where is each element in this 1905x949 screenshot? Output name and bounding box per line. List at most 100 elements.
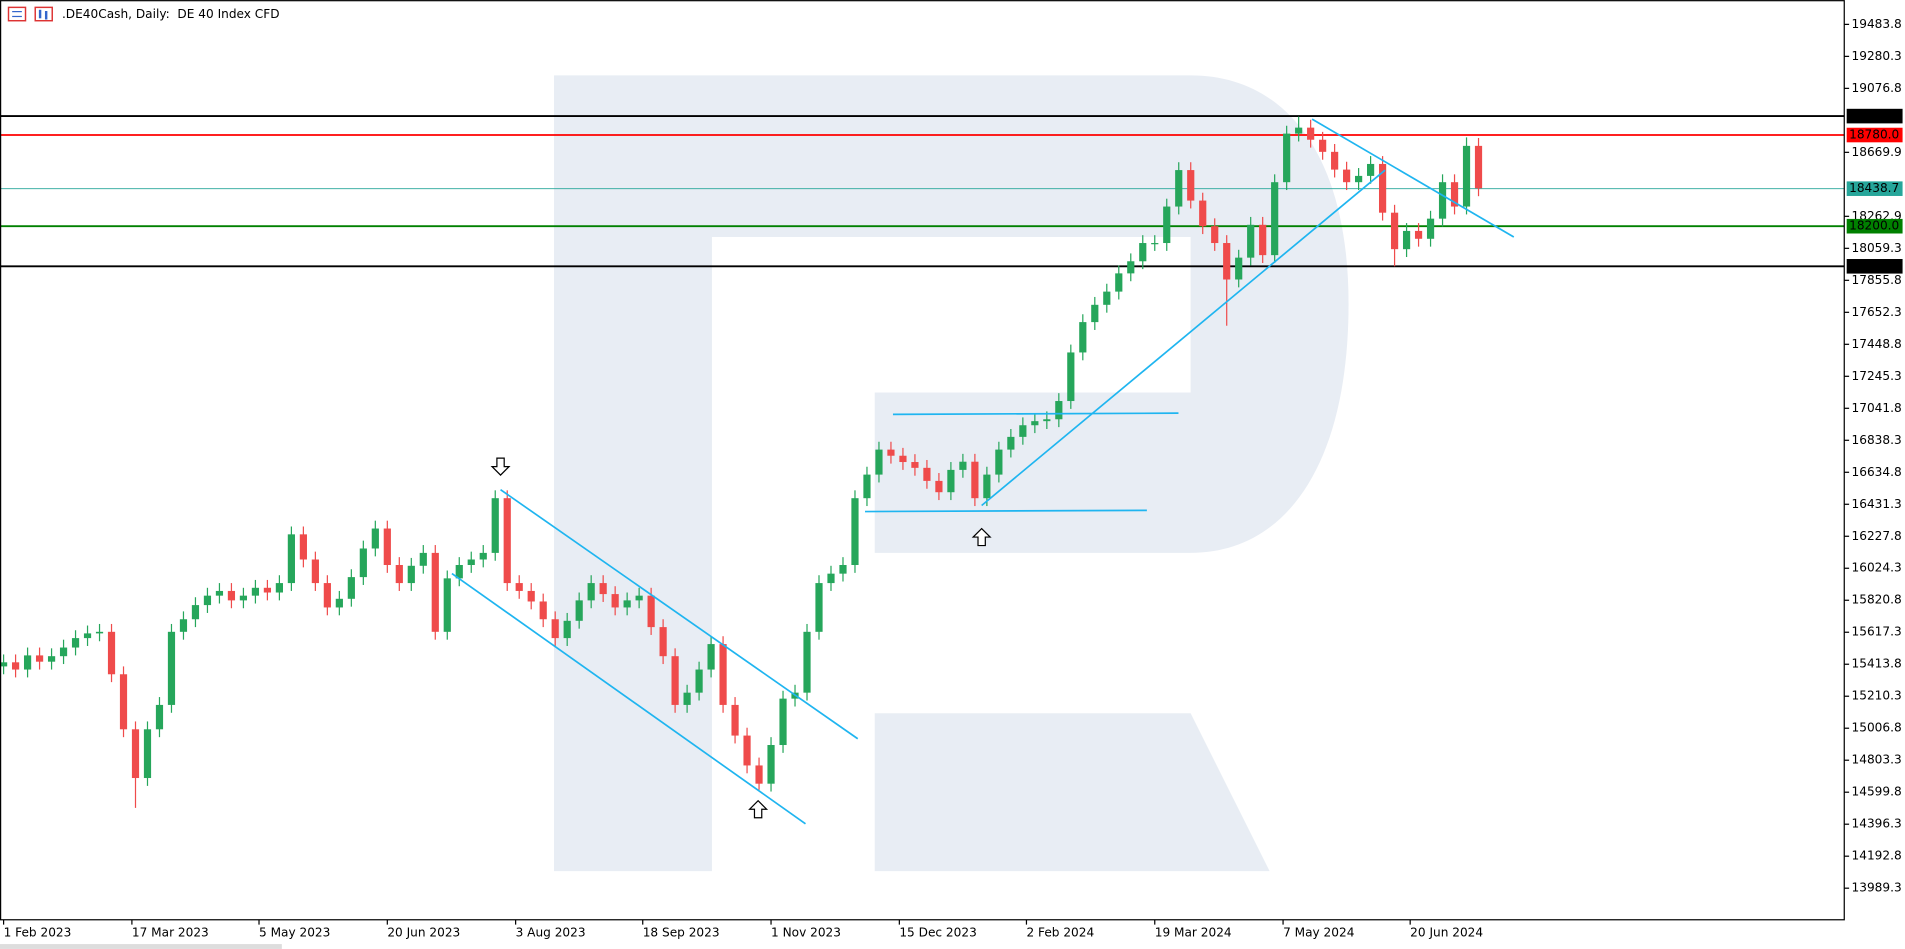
candle-body: [1307, 127, 1315, 140]
candle-body: [563, 620, 571, 639]
candle-body: [515, 583, 523, 591]
candle-body: [599, 583, 607, 595]
candle-body: [419, 552, 427, 566]
candles-layer: [0, 116, 1483, 808]
x-tick-label: 20 Jun 2024: [1410, 926, 1483, 940]
candle-body: [1067, 352, 1075, 402]
candle-body: [875, 449, 883, 475]
y-tick-label: 17041.8: [1852, 401, 1902, 415]
candle-body: [815, 583, 823, 632]
candle-body: [155, 704, 164, 730]
candle-body: [1019, 425, 1027, 437]
candle-body: [1414, 230, 1423, 239]
candle-body: [119, 674, 128, 730]
y-tick-label: 14803.3: [1852, 753, 1902, 767]
candle-body: [371, 528, 379, 549]
candle-body: [323, 583, 331, 608]
y-tick-label: 19076.8: [1852, 81, 1902, 95]
candle-body: [1378, 163, 1387, 213]
y-tick-label: 16024.3: [1852, 561, 1902, 575]
candle-body: [179, 619, 188, 632]
candle-body: [1151, 243, 1159, 245]
chart-title: .DE40Cash, Daily: DE 40 Index CFD: [62, 7, 280, 21]
candle-body: [1259, 224, 1267, 256]
candle-body: [551, 619, 559, 639]
candle-body: [1462, 145, 1471, 207]
y-tick-label: 17448.8: [1852, 337, 1902, 351]
x-tick-label: 15 Dec 2023: [899, 926, 976, 940]
level-label: 18900.4: [1849, 109, 1899, 123]
candle-body: [503, 498, 511, 584]
candle-body: [1103, 291, 1111, 305]
candle-body: [299, 534, 307, 560]
y-tick-label: 17652.3: [1852, 305, 1902, 319]
y-tick-label: 16634.8: [1852, 465, 1902, 479]
candle-body: [1331, 151, 1339, 170]
candle-body: [1295, 127, 1303, 134]
candle-body: [1319, 139, 1327, 152]
candle-body: [923, 467, 931, 481]
candle-body: [803, 631, 811, 693]
candle-body: [1211, 226, 1219, 244]
candle-body: [587, 583, 595, 601]
candle-body: [971, 461, 979, 499]
candle-body: [635, 595, 643, 601]
candle-body: [1127, 261, 1135, 274]
x-tick-label: 5 May 2023: [259, 926, 330, 940]
y-tick-label: 15413.8: [1852, 657, 1902, 671]
candle-body: [707, 644, 715, 670]
x-tick-label: 1 Nov 2023: [771, 926, 841, 940]
candle-body: [1139, 243, 1147, 262]
candle-body: [107, 631, 116, 675]
candle-body: [491, 498, 499, 553]
candle-body: [839, 565, 847, 574]
candle-body: [335, 598, 343, 608]
candle-body: [779, 698, 787, 746]
candle-body: [47, 656, 56, 662]
candle-body: [347, 577, 355, 599]
candle-body: [311, 559, 319, 584]
candle-body: [1450, 182, 1459, 207]
candle-body: [1079, 322, 1087, 353]
candle-body: [23, 655, 32, 670]
candle-body: [167, 631, 176, 705]
candle-body: [719, 644, 727, 705]
candle-body: [131, 729, 140, 779]
candle-body: [731, 704, 739, 736]
candle-body: [1235, 257, 1243, 280]
y-tick-label: 19483.8: [1852, 17, 1902, 31]
level-tag: [1846, 181, 1903, 196]
candle-body: [1187, 170, 1195, 201]
candle-body: [143, 729, 152, 779]
y-tick-label: 16838.3: [1852, 433, 1902, 447]
candle-body: [11, 662, 20, 670]
candle-body: [287, 534, 295, 584]
candle-body: [647, 595, 655, 628]
candle-body: [215, 590, 224, 596]
candle-body: [0, 662, 8, 667]
candle-body: [275, 583, 283, 593]
y-tick-label: 14192.8: [1852, 849, 1902, 863]
candle-body: [1031, 421, 1039, 426]
y-tick-label: 19280.3: [1852, 49, 1902, 63]
candle-body: [1367, 163, 1375, 176]
candle-body: [1283, 133, 1291, 183]
candle-body: [575, 600, 583, 621]
candle-body: [767, 745, 775, 784]
y-tick-label: 13989.3: [1852, 881, 1902, 895]
level-tag: [1846, 259, 1903, 274]
candle-body: [1007, 436, 1015, 450]
candle-body: [1247, 224, 1255, 258]
y-tick-label: 15617.3: [1852, 625, 1902, 639]
y-tick-label: 18669.9: [1852, 145, 1902, 159]
candle-body: [695, 669, 703, 693]
tab-strip: [0, 944, 282, 949]
candle-body: [59, 647, 68, 657]
candle-body: [95, 631, 104, 634]
candle-body: [263, 587, 272, 593]
y-tick-label: 14396.3: [1852, 817, 1902, 831]
y-tick-label: 16431.3: [1852, 497, 1902, 511]
level-tag: [1846, 127, 1903, 143]
